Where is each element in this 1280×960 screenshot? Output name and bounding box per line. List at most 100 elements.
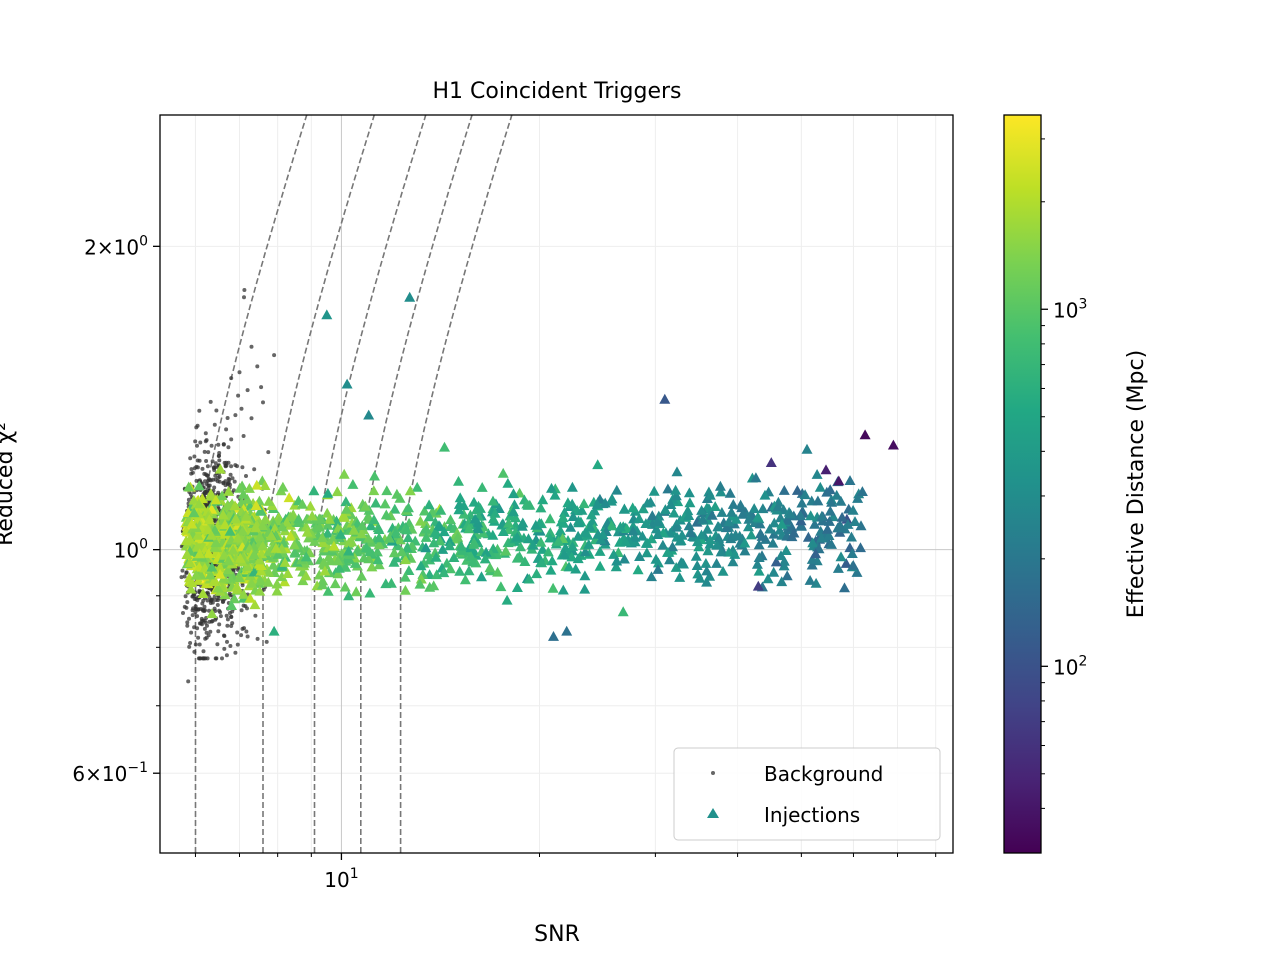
- injection-point: [724, 487, 736, 498]
- injection-point: [411, 481, 423, 492]
- injection-point: [567, 511, 579, 521]
- background-point: [222, 646, 227, 651]
- background-point: [216, 442, 221, 447]
- injection-point: [729, 549, 741, 559]
- injection-point: [184, 557, 196, 568]
- injection-point: [420, 532, 432, 542]
- injection-point: [805, 510, 817, 521]
- injection-point: [430, 551, 442, 562]
- injection-point: [219, 528, 231, 539]
- injection-point: [316, 532, 328, 543]
- background-point: [232, 479, 237, 484]
- injection-point: [463, 523, 475, 534]
- background-point: [224, 460, 229, 465]
- injection-point: [558, 549, 570, 559]
- background-point: [239, 406, 244, 411]
- injection-point: [229, 500, 241, 511]
- injection-point: [748, 503, 760, 513]
- injection-point: [321, 309, 333, 320]
- injection-point: [752, 580, 764, 591]
- injection-point: [775, 550, 787, 561]
- injection-point: [293, 513, 305, 524]
- injection-point: [652, 529, 664, 539]
- injection-point: [704, 489, 716, 500]
- injection-point: [304, 500, 316, 511]
- background-point: [195, 614, 200, 619]
- background-point: [205, 590, 210, 595]
- injection-point: [546, 482, 557, 493]
- injection-point: [444, 540, 456, 551]
- injection-point: [403, 502, 414, 513]
- injection-point: [751, 558, 763, 569]
- injection-point: [780, 545, 792, 555]
- injection-point: [515, 541, 526, 552]
- injection-point: [227, 544, 239, 555]
- injection-point: [259, 480, 271, 490]
- injection-point: [530, 519, 542, 530]
- background-point: [208, 601, 213, 605]
- injection-point: [836, 511, 848, 522]
- injection-point: [291, 556, 303, 567]
- grid: [160, 115, 953, 853]
- background-point: [266, 450, 271, 455]
- background-point: [223, 479, 228, 484]
- y-tick-label: 2×100: [84, 233, 148, 259]
- injection-point: [629, 531, 641, 542]
- injection-point: [348, 524, 360, 535]
- background-point: [217, 451, 222, 455]
- contour-line: [360, 115, 473, 853]
- background-point: [239, 608, 244, 613]
- injection-point: [618, 503, 630, 514]
- background-point: [224, 427, 229, 432]
- injection-point: [712, 521, 724, 532]
- injection-point: [453, 499, 465, 509]
- injection-point: [510, 512, 521, 523]
- background-point: [184, 571, 189, 575]
- injection-point: [300, 521, 312, 532]
- injection-point: [842, 519, 854, 529]
- injection-point: [683, 510, 695, 520]
- background-point: [195, 458, 200, 463]
- injection-point: [205, 529, 217, 540]
- background-point: [182, 574, 187, 579]
- injection-point: [439, 441, 450, 452]
- injection-point: [476, 482, 488, 492]
- injection-point: [186, 577, 198, 588]
- injection-point: [332, 555, 344, 566]
- background-point: [207, 595, 212, 600]
- background-point: [205, 656, 210, 661]
- injection-point: [231, 583, 243, 594]
- background-point: [202, 656, 207, 661]
- injection-point: [414, 515, 426, 526]
- background-point: [193, 439, 198, 444]
- injection-point: [583, 539, 595, 549]
- background-point: [187, 644, 192, 649]
- injection-point: [492, 566, 504, 577]
- background-point: [206, 476, 211, 481]
- injection-point: [438, 567, 450, 578]
- injection-point: [809, 518, 821, 529]
- injection-point: [531, 568, 543, 579]
- background-point: [198, 621, 203, 626]
- injection-point: [535, 536, 547, 547]
- injection-point: [327, 533, 339, 544]
- injection-point: [737, 508, 749, 519]
- background-point: [191, 606, 196, 611]
- background-point: [207, 608, 211, 613]
- injection-point: [826, 539, 837, 549]
- injection-point: [251, 479, 263, 490]
- background-point: [212, 606, 217, 611]
- injection-point: [263, 566, 275, 577]
- injection-point: [329, 578, 341, 589]
- injection-point: [328, 540, 340, 551]
- injection-point: [214, 568, 226, 579]
- background-point: [218, 614, 223, 619]
- injection-point: [373, 559, 385, 570]
- injection-point: [542, 546, 554, 557]
- injection-point: [636, 530, 648, 541]
- injection-point: [467, 556, 479, 567]
- injection-point: [479, 553, 491, 564]
- injection-point: [851, 567, 863, 577]
- injection-point: [840, 558, 852, 568]
- injection-point: [202, 506, 214, 516]
